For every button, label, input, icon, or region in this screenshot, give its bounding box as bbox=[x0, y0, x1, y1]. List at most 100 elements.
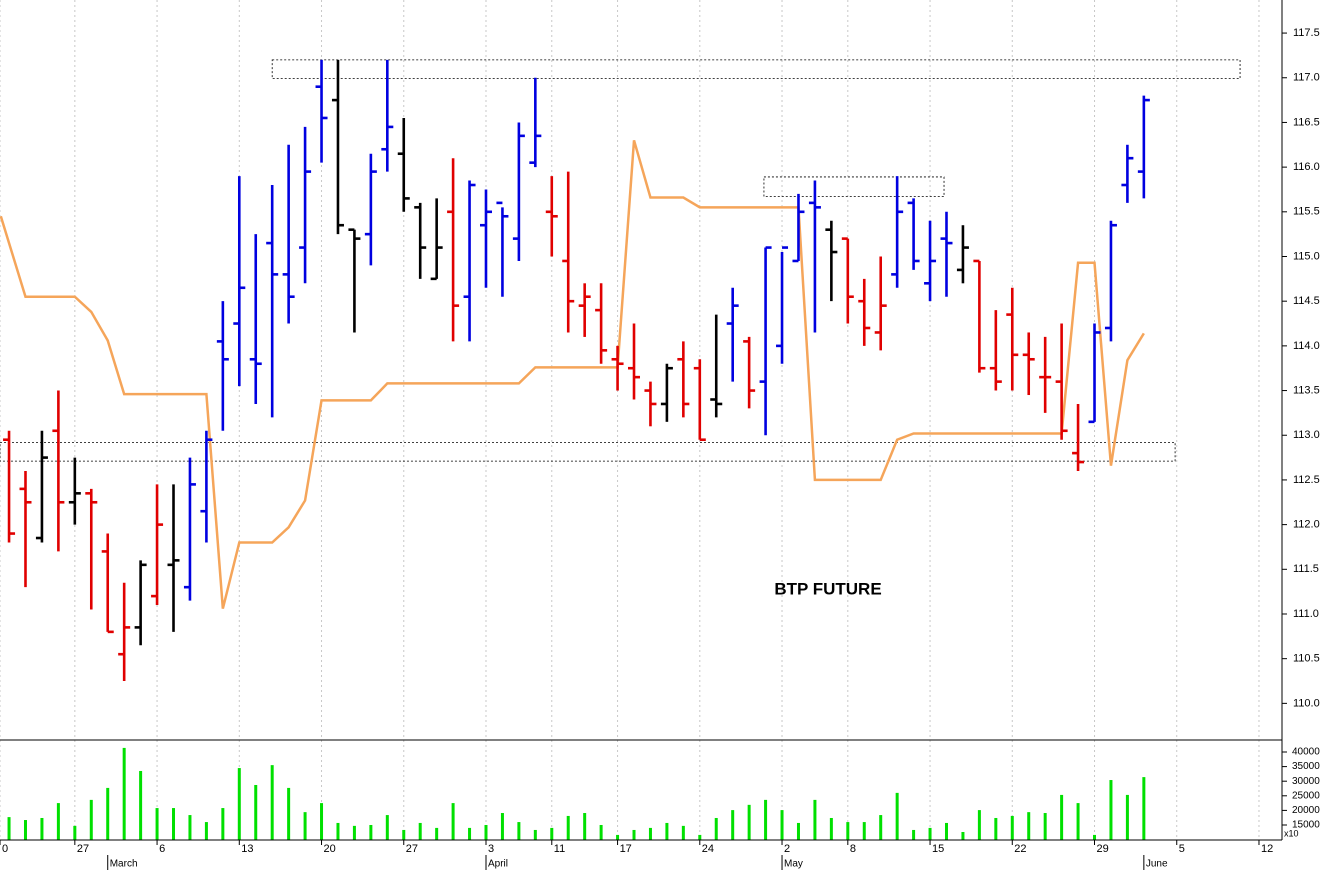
x-tick-label: 0 bbox=[2, 843, 8, 855]
volume-bar bbox=[451, 803, 455, 840]
x-tick-label: 6 bbox=[159, 843, 165, 855]
volume-bar bbox=[188, 815, 192, 840]
volume-bar bbox=[254, 784, 258, 840]
volume-bar bbox=[155, 808, 159, 840]
x-tick-label: 20 bbox=[324, 843, 336, 855]
price-panel bbox=[0, 59, 1241, 682]
x-tick-label: 11 bbox=[554, 843, 565, 855]
overlay-line bbox=[0, 139, 1145, 609]
volume-bar bbox=[681, 825, 685, 840]
volume-bar bbox=[287, 787, 291, 840]
volume-bar bbox=[879, 815, 883, 840]
volume-bar bbox=[780, 810, 784, 840]
volume-bar bbox=[1060, 794, 1064, 840]
x-tick-label: 13 bbox=[241, 843, 253, 855]
volume-bar bbox=[846, 822, 850, 840]
volume-bar bbox=[944, 822, 948, 840]
volume-bar bbox=[237, 768, 241, 840]
y-tick-label: 117.5 bbox=[1293, 27, 1320, 39]
volume-bar bbox=[616, 834, 620, 840]
volume-bar bbox=[648, 827, 652, 840]
volume-bar bbox=[977, 810, 981, 840]
volume-bar bbox=[583, 813, 587, 840]
volume-bar bbox=[813, 799, 817, 840]
volume-bar bbox=[550, 827, 554, 840]
x-tick-label: 5 bbox=[1179, 843, 1185, 855]
y-tick-label: 112.5 bbox=[1293, 474, 1320, 486]
x-tick-label: 2 bbox=[784, 843, 790, 855]
level-zone bbox=[0, 441, 1176, 462]
volume-bar bbox=[336, 822, 340, 840]
volume-bar bbox=[632, 829, 636, 840]
volume-bar bbox=[1125, 794, 1129, 840]
volume-tick-label: 40000 bbox=[1292, 747, 1320, 758]
volume-bar bbox=[1142, 777, 1146, 840]
volume-bar bbox=[40, 817, 44, 840]
volume-bar bbox=[566, 815, 570, 840]
volume-bar bbox=[764, 799, 768, 840]
volume-bar bbox=[122, 747, 126, 840]
x-tick-label: 22 bbox=[1014, 843, 1026, 855]
volume-bar bbox=[796, 822, 800, 840]
x-tick-label: 29 bbox=[1097, 843, 1109, 855]
volume-bar bbox=[89, 799, 93, 840]
volume-bar bbox=[533, 829, 537, 840]
x-tick-label: 27 bbox=[406, 843, 418, 855]
volume-bar bbox=[484, 824, 488, 840]
month-label: March bbox=[110, 859, 138, 870]
volume-bar bbox=[303, 812, 307, 840]
level-zone bbox=[763, 176, 945, 198]
x-tick-label: 8 bbox=[850, 843, 856, 855]
volume-tick-label: 30000 bbox=[1292, 776, 1320, 787]
volume-bar bbox=[1093, 834, 1097, 840]
y-tick-label: 117.0 bbox=[1293, 72, 1320, 84]
annotation: BTP FUTURE bbox=[774, 579, 881, 598]
volume-bar bbox=[369, 824, 373, 840]
volume-bar bbox=[994, 817, 998, 840]
x-tick-label: 17 bbox=[620, 843, 632, 855]
volume-bar bbox=[714, 817, 718, 840]
volume-bar bbox=[829, 817, 833, 840]
y-tick-label: 110.0 bbox=[1293, 697, 1320, 709]
month-label: June bbox=[1146, 859, 1168, 870]
volume-bar bbox=[862, 822, 866, 840]
volume-bar bbox=[23, 820, 27, 840]
volume-bar bbox=[1109, 780, 1113, 840]
y-tick-label: 111.0 bbox=[1293, 608, 1319, 620]
y-tick-label: 115.5 bbox=[1293, 206, 1320, 218]
y-tick-label: 115.0 bbox=[1293, 250, 1320, 262]
volume-panel: 15000 20000 25000 30000 35000 40000 bbox=[7, 747, 1320, 840]
volume-bar bbox=[435, 827, 439, 840]
volume-bar bbox=[1027, 812, 1031, 840]
volume-bar bbox=[320, 803, 324, 840]
x-tick-label: 15 bbox=[932, 843, 944, 855]
volume-bar bbox=[731, 810, 735, 840]
x-tick-label: 24 bbox=[702, 843, 714, 855]
y-tick-label: 111.5 bbox=[1293, 563, 1319, 575]
volume-bar bbox=[895, 792, 899, 840]
x-tick-label: 12 bbox=[1261, 843, 1273, 855]
volume-bar bbox=[402, 829, 406, 840]
volume-bar bbox=[665, 822, 669, 840]
y-tick-label: 114.0 bbox=[1293, 340, 1320, 352]
volume-bar bbox=[468, 827, 472, 840]
volume-bar bbox=[912, 829, 916, 840]
volume-bar bbox=[221, 808, 225, 840]
volume-bar bbox=[1043, 813, 1047, 840]
volume-tick-label: 25000 bbox=[1292, 790, 1320, 801]
volume-bar bbox=[56, 803, 60, 840]
y-tick-label: 113.5 bbox=[1293, 384, 1320, 396]
y-tick-label: 113.0 bbox=[1293, 429, 1320, 441]
axis-note: x10 bbox=[1284, 828, 1299, 838]
volume-tick-label: 15000 bbox=[1292, 820, 1320, 831]
y-tick-label: 116.0 bbox=[1293, 161, 1320, 173]
month-label: May bbox=[784, 859, 803, 870]
volume-bar bbox=[352, 825, 356, 840]
volume-tick-label: 20000 bbox=[1292, 805, 1320, 816]
volume-bar bbox=[747, 804, 751, 840]
volume-bar bbox=[928, 827, 932, 840]
month-label: April bbox=[488, 859, 508, 870]
volume-bar bbox=[7, 817, 11, 840]
